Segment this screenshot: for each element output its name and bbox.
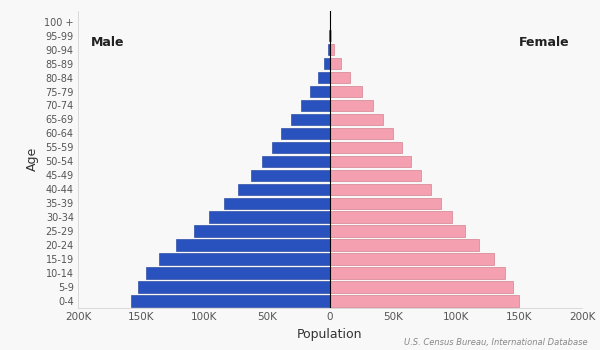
Bar — [139, 281, 330, 293]
Bar — [330, 100, 373, 111]
Bar — [330, 183, 431, 195]
Bar — [301, 100, 330, 111]
Bar — [131, 295, 330, 307]
X-axis label: Population: Population — [297, 328, 363, 341]
Bar — [330, 58, 341, 69]
Bar — [328, 44, 330, 55]
Bar — [330, 128, 393, 139]
Bar — [330, 44, 334, 55]
Bar — [330, 211, 452, 223]
Bar — [330, 267, 505, 279]
Bar — [330, 114, 383, 125]
Bar — [209, 211, 330, 223]
Text: Male: Male — [91, 36, 124, 49]
Bar — [281, 128, 330, 139]
Bar — [158, 253, 330, 265]
Bar — [224, 197, 330, 209]
Bar — [330, 72, 350, 83]
Text: Female: Female — [519, 36, 569, 49]
Bar — [251, 170, 330, 181]
Bar — [310, 86, 330, 97]
Bar — [272, 142, 330, 153]
Bar — [176, 239, 330, 251]
Bar — [330, 156, 410, 167]
Text: U.S. Census Bureau, International Database: U.S. Census Bureau, International Databa… — [404, 337, 588, 346]
Bar — [330, 253, 494, 265]
Bar — [318, 72, 330, 83]
Bar — [330, 239, 479, 251]
Bar — [330, 30, 331, 41]
Bar — [238, 183, 330, 195]
Bar — [262, 156, 330, 167]
Bar — [194, 225, 330, 237]
Bar — [330, 86, 361, 97]
Bar — [291, 114, 330, 125]
Bar — [330, 142, 402, 153]
Bar — [330, 281, 513, 293]
Bar — [330, 170, 421, 181]
Bar — [146, 267, 330, 279]
Bar — [324, 58, 330, 69]
Bar — [330, 295, 519, 307]
Bar — [330, 197, 441, 209]
Y-axis label: Age: Age — [26, 147, 39, 172]
Bar — [330, 225, 465, 237]
